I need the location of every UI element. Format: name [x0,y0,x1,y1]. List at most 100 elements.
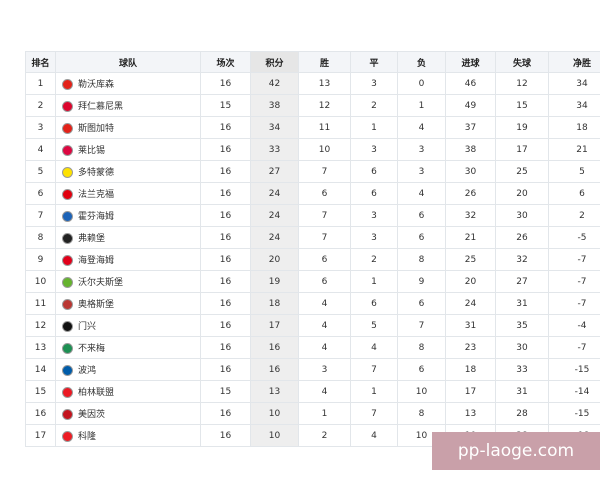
table-cell: -14 [548,380,600,403]
team-cell: 沃尔夫斯堡 [55,270,201,293]
table-row: 15 柏林联盟 15 13 4 1 10 17 31 -14 [25,380,600,403]
table-cell: -15 [548,358,600,381]
table-cell: 16 [250,336,299,359]
table-cell: 4 [350,336,398,359]
table-row: 4 莱比锡 16 33 10 3 3 38 17 21 [25,138,600,161]
table-cell: 25 [495,160,549,183]
table-cell: 4 [397,116,446,139]
column-header: 球队 [55,51,201,73]
table-cell: 16 [250,358,299,381]
team-name: 奥格斯堡 [78,300,115,310]
team-icon [62,321,73,332]
table-cell: -7 [548,270,600,293]
table-cell: 16 [200,292,251,315]
table-cell: 16 [25,402,56,425]
team-name: 不来梅 [78,344,106,354]
table-cell: -7 [548,336,600,359]
team-cell: 门兴 [55,314,201,337]
team-cell: 海登海姆 [55,248,201,271]
column-header: 负 [397,51,446,73]
table-cell: 21 [548,138,600,161]
team-cell: 美因茨 [55,402,201,425]
table-cell: 1 [350,270,398,293]
team-name: 勒沃库森 [78,80,115,90]
table-cell: 17 [25,424,56,447]
table-cell: 26 [495,226,549,249]
table-cell: 6 [350,160,398,183]
table-cell: 30 [495,204,549,227]
table-cell: 6 [298,270,351,293]
table-cell: 10 [250,424,299,447]
table-cell: 6 [397,204,446,227]
table-cell: 26 [445,182,496,205]
table-cell: 13 [25,336,56,359]
team-icon [62,431,73,442]
team-icon [62,409,73,420]
column-header: 积分 [250,51,299,73]
team-cell: 法兰克福 [55,182,201,205]
table-row: 10 沃尔夫斯堡 16 19 6 1 9 20 27 -7 [25,270,600,293]
table-cell: 3 [350,204,398,227]
table-cell: -7 [548,248,600,271]
table-cell: 28 [495,402,549,425]
table-body: 1 勒沃库森 16 42 13 3 0 46 12 34 2 拜仁慕尼黑 15 38 12 2 1 49 15 34 3… [25,72,600,447]
table-cell: 6 [298,182,351,205]
team-icon [62,79,73,90]
table-cell: 1 [397,94,446,117]
table-cell: 9 [397,270,446,293]
team-icon [62,387,73,398]
team-cell: 弗赖堡 [55,226,201,249]
column-header: 场次 [200,51,251,73]
standings-table: 排名 球队 场次 积分胜平负进球 失球 净胜 1 勒沃库森 16 42 13 3 0 46 12 34 2 拜仁… [25,51,600,447]
column-header: 胜 [298,51,351,73]
table-cell: 3 [350,226,398,249]
table-cell: 30 [495,336,549,359]
team-name: 科隆 [78,432,97,442]
team-icon [62,233,73,244]
table-cell: 27 [495,270,549,293]
table-cell: 9 [25,248,56,271]
team-cell: 多特蒙德 [55,160,201,183]
team-cell: 拜仁慕尼黑 [55,94,201,117]
table-cell: 16 [200,402,251,425]
table-cell: 16 [200,358,251,381]
table-cell: 17 [445,380,496,403]
table-cell: 16 [200,182,251,205]
table-cell: 18 [548,116,600,139]
table-cell: 3 [350,72,398,95]
table-cell: 37 [445,116,496,139]
table-cell: 1 [25,72,56,95]
table-cell: 35 [495,314,549,337]
table-row: 5 多特蒙德 16 27 7 6 3 30 25 5 [25,160,600,183]
table-row: 11 奥格斯堡 16 18 4 6 6 24 31 -7 [25,292,600,315]
table-cell: 12 [495,72,549,95]
table-cell: 15 [25,380,56,403]
table-cell: 3 [397,160,446,183]
team-icon [62,167,73,178]
table-cell: 11 [25,292,56,315]
table-cell: 12 [298,94,351,117]
team-icon [62,299,73,310]
column-header: 平 [350,51,398,73]
table-cell: 6 [350,292,398,315]
table-cell: 1 [350,116,398,139]
table-cell: 24 [250,226,299,249]
table-cell: 5 [25,160,56,183]
table-cell: 1 [350,380,398,403]
table-cell: 38 [250,94,299,117]
table-cell: 7 [397,314,446,337]
table-cell: 33 [250,138,299,161]
table-cell: -7 [548,292,600,315]
team-icon [62,101,73,112]
table-cell: 16 [200,424,251,447]
table-cell: 21 [445,226,496,249]
table-cell: 7 [350,402,398,425]
table-cell: 3 [298,358,351,381]
table-cell: 34 [548,94,600,117]
table-cell: 16 [200,248,251,271]
team-cell: 莱比锡 [55,138,201,161]
team-name: 斯图加特 [78,124,115,134]
column-header: 净胜 [548,51,600,73]
team-name: 柏林联盟 [78,388,115,398]
table-cell: 15 [200,94,251,117]
